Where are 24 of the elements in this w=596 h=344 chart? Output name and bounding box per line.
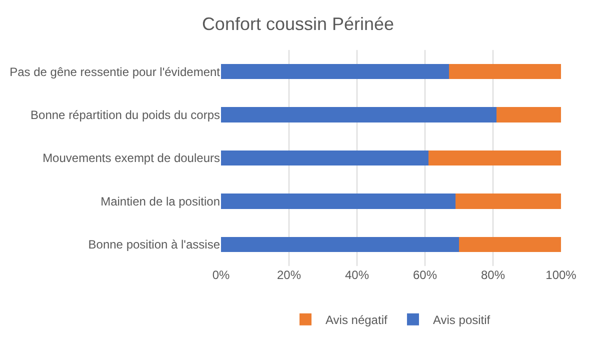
legend-label: Avis positif	[432, 313, 491, 328]
bar	[456, 194, 561, 209]
bar	[221, 64, 449, 80]
x-tick-label: 0%	[212, 268, 230, 282]
y-tick-label: Bonne position à l'assise	[88, 238, 220, 252]
x-tick-label: 60%	[412, 268, 438, 282]
bar	[221, 107, 496, 122]
y-tick-label: Bonne répartition du poids du corps	[30, 108, 220, 122]
x-tick-label: 80%	[480, 268, 506, 282]
x-tick-label: 20%	[276, 268, 302, 282]
legend-label: Avis négatif	[326, 313, 388, 328]
bar	[221, 150, 428, 166]
bar	[428, 150, 561, 166]
y-tick-label: Pas de gêne ressentie pour l'évidement	[10, 64, 221, 79]
chart-title: Confort coussin Périnée	[202, 14, 394, 34]
bar	[448, 64, 561, 80]
y-tick-label: Maintien de la position	[100, 194, 220, 208]
x-tick-label: 40%	[344, 268, 370, 282]
bar	[496, 107, 561, 122]
bar	[221, 194, 456, 209]
bar	[459, 236, 561, 252]
bar	[221, 236, 459, 252]
x-tick-label: 100%	[546, 268, 577, 282]
y-tick-label: Mouvements exempt de douleurs	[42, 151, 220, 166]
